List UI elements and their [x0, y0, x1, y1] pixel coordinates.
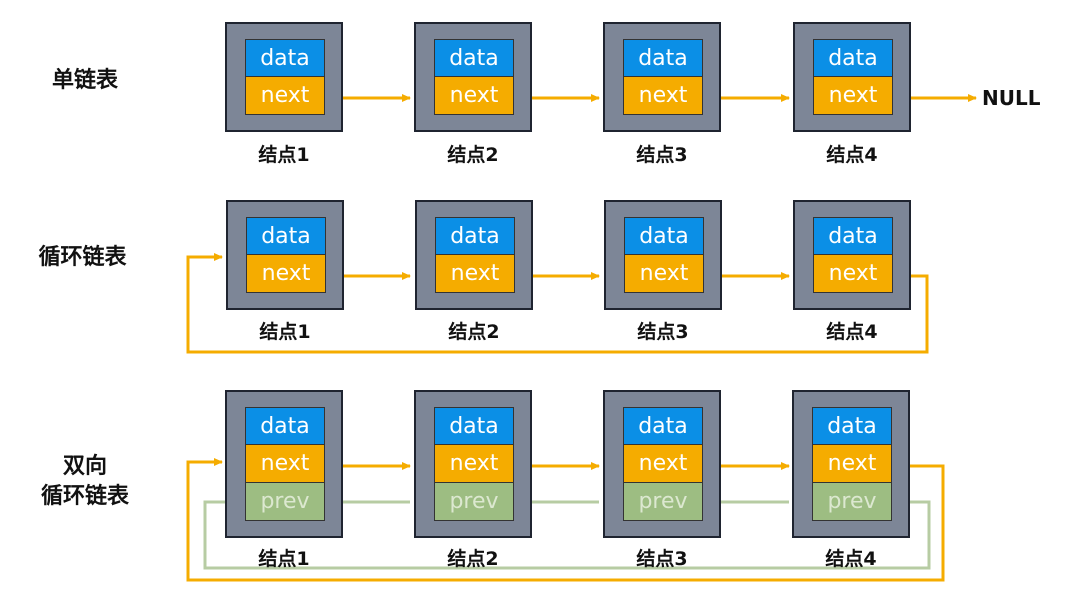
data-field: data [624, 217, 704, 255]
node-label: 结点2 [447, 548, 499, 570]
node-box: data next [415, 200, 533, 310]
node-box: data next [793, 22, 911, 132]
data-field: data [813, 217, 893, 255]
node-label: 结点4 [826, 321, 878, 343]
node-box: data next prev [414, 390, 532, 538]
prev-field: prev [812, 483, 892, 521]
data-field: data [623, 39, 703, 77]
next-field: next [623, 77, 703, 115]
next-field: next [245, 77, 325, 115]
node-box: data next [225, 22, 343, 132]
prev-field: prev [623, 483, 703, 521]
row-label-doubly-circular: 双向 循环链表 [35, 452, 135, 512]
data-field: data [245, 39, 325, 77]
node-box: data next [793, 200, 911, 310]
node-label: 结点4 [825, 548, 877, 570]
node-box: data next [226, 200, 344, 310]
next-field: next [813, 77, 893, 115]
next-field: next [813, 255, 893, 293]
next-field: next [434, 445, 514, 483]
node-label: 结点1 [258, 548, 310, 570]
node-label: 结点2 [448, 321, 500, 343]
node-box: data next prev [792, 390, 910, 538]
next-field: next [246, 255, 326, 293]
data-field: data [245, 407, 325, 445]
next-field: next [435, 255, 515, 293]
prev-field: prev [245, 483, 325, 521]
circular-return-arrow [186, 253, 929, 354]
row-label-line-2: 循环链表 [40, 484, 129, 509]
node-label: 结点4 [826, 144, 878, 166]
node-box: data next [603, 22, 721, 132]
next-return-arrow [186, 458, 945, 582]
next-field: next [624, 255, 704, 293]
prev-return-arrow [203, 498, 931, 570]
data-field: data [434, 407, 514, 445]
node-label: 结点1 [259, 321, 311, 343]
node-label: 结点3 [637, 321, 689, 343]
row-label-circular: 循环链表 [38, 245, 127, 270]
null-label: NULL [982, 86, 1041, 110]
data-field: data [434, 39, 514, 77]
node-box: data next [604, 200, 722, 310]
node-label: 结点3 [636, 548, 688, 570]
data-field: data [812, 407, 892, 445]
data-field: data [246, 217, 326, 255]
row-label-line-1: 双向 [62, 454, 107, 479]
prev-field: prev [434, 483, 514, 521]
data-field: data [813, 39, 893, 77]
node-box: data next prev [603, 390, 721, 538]
next-field: next [245, 445, 325, 483]
node-label: 结点3 [636, 144, 688, 166]
next-field: next [434, 77, 514, 115]
data-field: data [623, 407, 703, 445]
next-field: next [623, 445, 703, 483]
node-label: 结点2 [447, 144, 499, 166]
data-field: data [435, 217, 515, 255]
node-box: data next [414, 22, 532, 132]
row-label-singly: 单链表 [51, 68, 118, 93]
node-box: data next prev [225, 390, 343, 538]
node-label: 结点1 [258, 144, 310, 166]
next-field: next [812, 445, 892, 483]
